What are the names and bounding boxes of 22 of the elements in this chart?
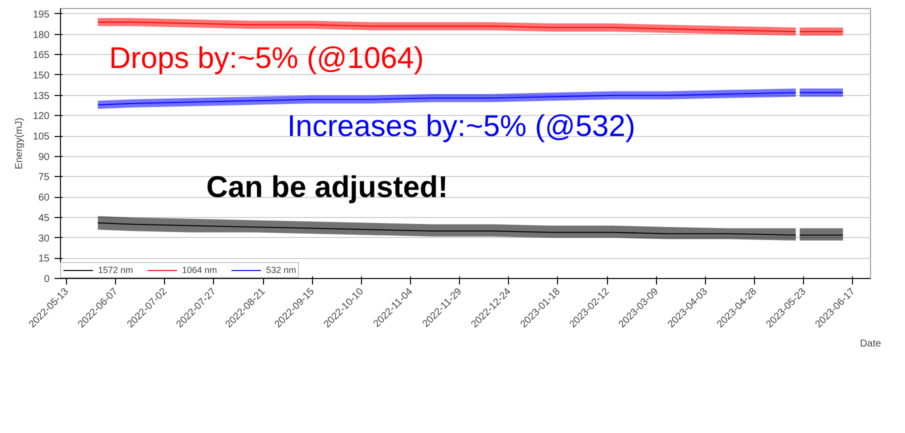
y-axis-title: Energy(mJ)	[14, 118, 25, 170]
y-tick-label: 30	[38, 233, 50, 244]
y-tick-label: 150	[32, 70, 50, 82]
y-tick-label: 90	[38, 152, 50, 163]
y-tick-label: 60	[38, 192, 50, 204]
y-tick-label: 165	[32, 50, 50, 62]
y-tick-label: 0	[44, 274, 50, 285]
annotation: Increases by:~5% (@532)	[287, 110, 636, 143]
y-tick-label: 105	[32, 132, 50, 143]
y-tick-label: 180	[32, 30, 50, 41]
y-tick-label: 45	[38, 212, 50, 224]
y-tick-label: 195	[32, 9, 50, 20]
y-tick-label: 75	[38, 172, 50, 184]
annotation: Drops by:~5% (@1064)	[109, 42, 424, 75]
y-tick-label: 15	[38, 254, 50, 265]
legend-label: 1064 nm	[182, 265, 218, 275]
legend-label: 532 nm	[266, 265, 296, 275]
annotation: Can be adjusted!	[206, 170, 448, 204]
y-tick-label: 120	[32, 111, 50, 122]
y-tick-label: 135	[32, 90, 50, 102]
x-axis-title: Date	[860, 338, 882, 350]
legend-label: 1572 nm	[98, 265, 134, 275]
